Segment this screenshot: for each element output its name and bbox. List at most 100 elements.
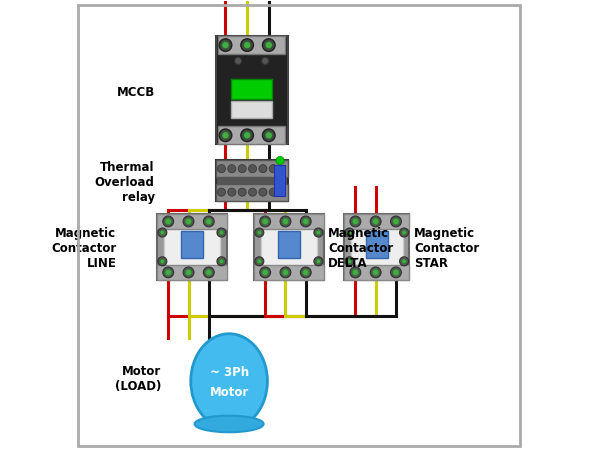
- Ellipse shape: [194, 416, 264, 432]
- Circle shape: [347, 259, 352, 263]
- Circle shape: [260, 216, 270, 227]
- Circle shape: [260, 267, 270, 278]
- Text: ~ 3Ph: ~ 3Ph: [209, 366, 249, 378]
- Circle shape: [228, 188, 236, 196]
- Circle shape: [185, 218, 192, 225]
- Circle shape: [402, 259, 406, 263]
- Circle shape: [269, 188, 277, 196]
- Circle shape: [249, 165, 257, 173]
- Circle shape: [370, 216, 381, 227]
- Circle shape: [158, 257, 167, 266]
- Text: Magnetic
Contactor
LINE: Magnetic Contactor LINE: [51, 226, 117, 270]
- Circle shape: [249, 188, 257, 196]
- Bar: [365, 231, 388, 258]
- Bar: [231, 79, 272, 99]
- Circle shape: [228, 165, 236, 173]
- Circle shape: [300, 216, 311, 227]
- Circle shape: [163, 216, 173, 227]
- Bar: [215, 160, 288, 201]
- Circle shape: [265, 132, 273, 139]
- Circle shape: [257, 230, 261, 235]
- Circle shape: [255, 257, 264, 266]
- Circle shape: [165, 269, 172, 276]
- Circle shape: [280, 267, 291, 278]
- Bar: [157, 265, 227, 280]
- Text: Magnetic
Contactor
DELTA: Magnetic Contactor DELTA: [328, 226, 393, 270]
- Circle shape: [219, 230, 224, 235]
- Bar: [277, 231, 300, 258]
- Circle shape: [165, 218, 172, 225]
- Circle shape: [158, 228, 167, 237]
- Bar: [218, 126, 285, 144]
- Circle shape: [282, 218, 289, 225]
- Circle shape: [241, 129, 254, 142]
- Circle shape: [280, 216, 291, 227]
- Circle shape: [222, 41, 229, 49]
- Circle shape: [243, 132, 251, 139]
- Circle shape: [262, 218, 269, 225]
- Text: MCCB: MCCB: [117, 86, 155, 99]
- Circle shape: [303, 218, 309, 225]
- Circle shape: [263, 39, 275, 51]
- Circle shape: [259, 188, 267, 196]
- Circle shape: [261, 57, 269, 64]
- Bar: [231, 101, 272, 118]
- Bar: [254, 214, 324, 229]
- Circle shape: [347, 230, 352, 235]
- Circle shape: [402, 230, 406, 235]
- Circle shape: [393, 218, 399, 225]
- Circle shape: [217, 257, 226, 266]
- Circle shape: [373, 269, 379, 276]
- Bar: [218, 36, 285, 54]
- Bar: [351, 228, 402, 266]
- Bar: [344, 265, 410, 280]
- Circle shape: [257, 259, 261, 263]
- Circle shape: [352, 269, 359, 276]
- Circle shape: [203, 216, 214, 227]
- Bar: [344, 214, 410, 280]
- Circle shape: [206, 218, 212, 225]
- Circle shape: [234, 57, 242, 64]
- Text: Magnetic
Contactor
STAR: Magnetic Contactor STAR: [414, 226, 479, 270]
- Bar: [261, 228, 317, 266]
- Circle shape: [217, 188, 225, 196]
- Circle shape: [390, 216, 401, 227]
- Circle shape: [163, 267, 173, 278]
- Circle shape: [263, 129, 275, 142]
- Text: Motor
(LOAD): Motor (LOAD): [115, 365, 161, 393]
- Bar: [215, 184, 288, 201]
- Bar: [274, 165, 285, 196]
- Circle shape: [300, 267, 311, 278]
- Circle shape: [206, 269, 212, 276]
- Bar: [254, 265, 324, 280]
- Circle shape: [316, 259, 321, 263]
- Circle shape: [219, 259, 224, 263]
- Circle shape: [219, 129, 232, 142]
- Bar: [344, 214, 410, 229]
- Circle shape: [203, 267, 214, 278]
- Circle shape: [352, 218, 359, 225]
- Circle shape: [370, 267, 381, 278]
- Circle shape: [269, 165, 277, 173]
- Circle shape: [393, 269, 399, 276]
- Circle shape: [399, 257, 408, 266]
- Bar: [181, 231, 203, 258]
- Circle shape: [314, 257, 323, 266]
- Circle shape: [373, 218, 379, 225]
- Circle shape: [160, 259, 164, 263]
- Circle shape: [183, 216, 194, 227]
- Circle shape: [350, 216, 361, 227]
- Bar: [164, 228, 220, 266]
- Circle shape: [160, 230, 164, 235]
- Circle shape: [185, 269, 192, 276]
- Circle shape: [265, 41, 273, 49]
- Circle shape: [255, 228, 264, 237]
- Bar: [215, 36, 288, 144]
- Text: Motor: Motor: [209, 386, 249, 399]
- Circle shape: [238, 188, 246, 196]
- Circle shape: [259, 165, 267, 173]
- Circle shape: [219, 39, 232, 51]
- Circle shape: [183, 267, 194, 278]
- Bar: [254, 214, 324, 280]
- Bar: [215, 160, 288, 177]
